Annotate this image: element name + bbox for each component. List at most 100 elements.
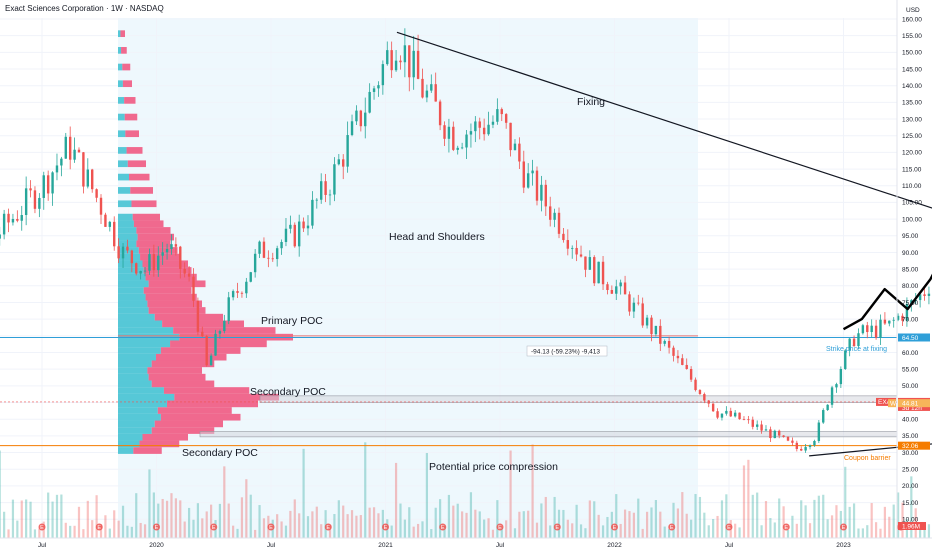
volume-bar [311,511,314,538]
volume-bar [769,518,772,538]
volume-bar [760,525,763,538]
volume-bar [672,502,675,538]
candle-body [355,110,358,122]
candle-body [38,197,41,209]
candle-body [755,424,759,427]
candle-body [663,340,666,344]
candle-body [610,289,614,294]
ticker-tag-label: W [890,400,897,407]
candle-body [421,78,424,98]
candle-body [262,241,266,258]
profile-bar-down [125,130,139,138]
volume-bar [839,510,842,538]
volume-bar [232,525,235,538]
volume-bar [196,503,199,538]
measure-tooltip: -94.13 (-59.23%) -9,413 [526,345,608,357]
time-axis[interactable]: Jul2020Jul2021Jul2022Jul2023Jul2024Jul20… [0,537,932,549]
secondary-poc-zone-lower [199,431,898,438]
volume-bar [452,505,455,538]
volume-bar [813,499,816,538]
candle-body [513,143,517,151]
volume-bar [694,494,697,538]
trendlines[interactable] [396,31,932,457]
time-tick-label: Jul [725,542,734,549]
price-tick-label: 160.00 [902,16,922,23]
profile-bar-down [130,187,153,194]
profile-bar-up [118,347,161,354]
secondary-poc-label-upper: Secondary POC [250,386,326,398]
profile-bar-up [118,380,152,388]
candle-body [117,246,120,259]
candle-body [579,254,583,257]
price-axis[interactable]: USD 160.00 155.00 150.00 145.00 140.00 135.00… [876,0,930,538]
volume-bar [430,529,433,538]
volume-bar [262,518,266,538]
candle-body [659,325,662,344]
candle-body [46,175,50,194]
candle-body [549,206,552,220]
volume-bar [478,511,481,538]
earnings-marker [840,523,847,531]
volume-bar [852,503,856,538]
candle-body [531,170,534,174]
candle-body [386,50,389,65]
price-tag [898,333,930,342]
volume-bar [320,524,323,538]
profile-bar-up [118,47,122,54]
candle-body [703,394,706,401]
price-tick-label: 115.00 [902,166,922,173]
volume-bar [372,507,376,538]
candle-body [328,194,332,196]
price-tag-label: 32.06 [902,443,919,450]
volume-bar [826,519,829,538]
candle-body [800,448,803,451]
volume-bar [505,520,508,538]
volume-bar [126,525,129,538]
profile-bar-up [118,113,125,121]
profile-bar-down [121,47,127,54]
volume-bar [25,499,28,538]
volume-bar [703,512,706,538]
volume-bar [165,500,169,538]
profile-bar-down [132,213,160,221]
price-tick-label: 60.00 [902,350,919,357]
profile-bar-up [118,220,134,228]
time-tick-label: Jul [38,542,47,549]
volume-bar [835,505,838,538]
volume-bar [130,526,133,538]
price-tick-label: 75.00 [902,300,919,307]
candle-body [20,215,23,221]
volume-bar [359,515,362,538]
price-tick-label: 35.00 [902,433,919,440]
candle-body [91,169,94,190]
candle-body [830,387,834,405]
profile-bar-up [118,187,131,194]
candle-body [460,147,464,149]
candle-body [253,253,257,273]
volume-bar [86,500,89,538]
candle-body [170,244,173,249]
volume-bar [822,494,825,538]
profile-bar-up [118,373,149,381]
profile-bar-down [136,240,171,248]
candle-body [11,218,15,223]
candle-body [654,325,658,335]
volume-bar [333,514,336,538]
candle-body [606,284,609,290]
profile-bar-down [163,387,250,394]
earnings-marker-label: E [555,525,559,531]
volume-bar [553,496,556,538]
candle-body [518,143,521,162]
candle-body [126,246,129,251]
profile-bar-up [118,233,138,241]
plot-area[interactable]: EEEEEEEEEEEEEEEEEEEEEEEE [0,18,932,538]
candle-body [910,300,913,305]
profile-bar-down [142,260,188,268]
candle-body [694,379,697,391]
volume-bar [20,500,23,538]
candle-body [7,213,10,223]
volume-bar [734,523,737,538]
time-tick-label: 2022 [607,542,622,549]
volume-bar [535,522,539,538]
